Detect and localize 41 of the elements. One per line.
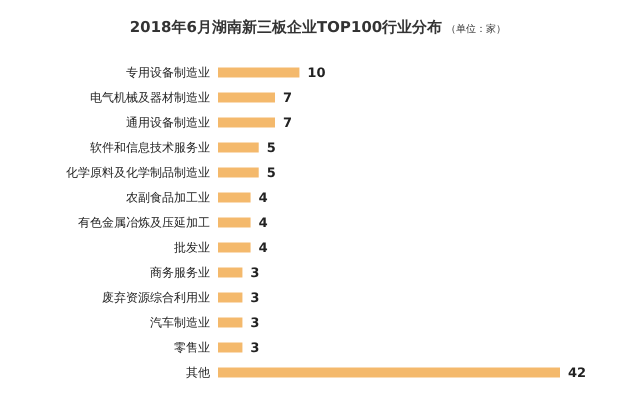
data-label: 4: [258, 241, 268, 256]
bar: [218, 68, 300, 78]
bar: [218, 342, 242, 352]
data-label: 4: [258, 216, 268, 232]
data-label: 5: [266, 141, 276, 156]
bar: [218, 242, 251, 252]
y-tick-label: 其他: [186, 366, 210, 380]
data-label: 4: [258, 191, 268, 206]
bar: [218, 368, 560, 378]
y-tick-label: 农副食品加工业: [126, 190, 210, 205]
data-label: 3: [250, 291, 260, 306]
y-tick-label: 专用设备制造业: [126, 66, 210, 80]
chart-title: 2018年6月湖南新三板企业TOP100行业分布: [130, 18, 442, 36]
bar: [218, 92, 275, 102]
bar: [218, 118, 275, 128]
bar: [218, 268, 242, 278]
y-tick-label: 汽车制造业: [150, 316, 210, 330]
chart-subtitle: （单位：家）: [446, 23, 506, 35]
bar: [218, 218, 251, 228]
y-tick-label: 电气机械及器材制造业: [90, 90, 210, 105]
y-tick-label: 通用设备制造业: [126, 116, 210, 130]
data-label: 5: [266, 166, 276, 182]
data-label: 42: [568, 366, 586, 382]
y-tick-label: 商务服务业: [150, 266, 210, 280]
bar: [218, 168, 259, 178]
bar: [218, 192, 251, 202]
data-label: 7: [283, 91, 292, 106]
data-label: 7: [283, 116, 292, 132]
data-label: 3: [250, 266, 260, 282]
data-label: 3: [250, 316, 260, 332]
bar: [218, 292, 242, 302]
y-tick-label: 废弃资源综合利用业: [102, 290, 210, 305]
y-tick-label: 软件和信息技术服务业: [90, 140, 210, 155]
bar: [218, 318, 242, 328]
y-tick-label: 化学原料及化学制品制造业: [66, 166, 210, 180]
y-tick-label: 零售业: [174, 340, 210, 355]
data-label: 10: [307, 66, 326, 82]
data-label: 3: [250, 341, 260, 356]
y-tick-label: 有色金属冶炼及压延加工: [78, 216, 210, 230]
y-tick-label: 批发业: [174, 240, 210, 255]
bar: [218, 142, 259, 152]
